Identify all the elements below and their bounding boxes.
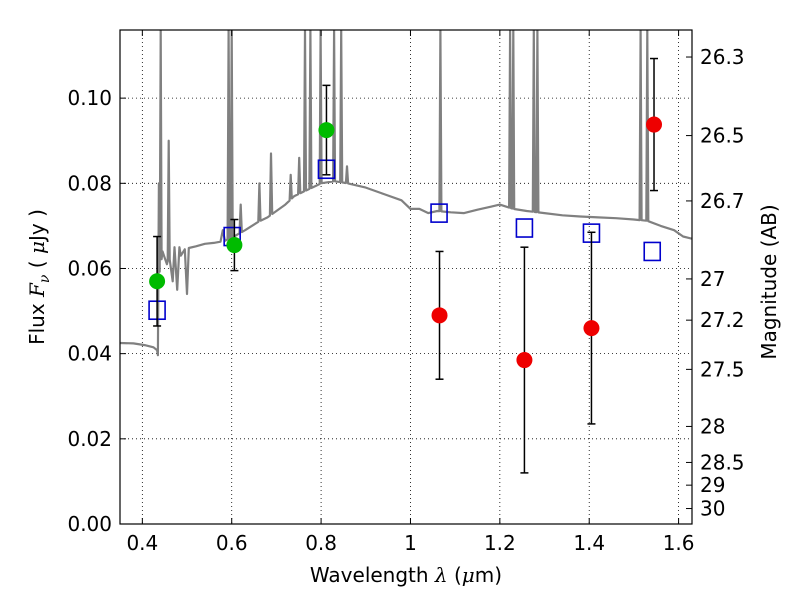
right-tick-label: 29 bbox=[700, 473, 725, 497]
right-axis-title: Magnitude (AB) bbox=[757, 204, 781, 359]
x-tick-label: 1.6 bbox=[663, 531, 695, 555]
green-photometry-point bbox=[318, 122, 335, 139]
red-photometry-point bbox=[646, 116, 663, 133]
spectrum-line bbox=[120, 30, 692, 357]
ticks-layer: 0.4 0.6 0.8 1 1.2 1.4 1.6 0.00 0.02 0.04 0.06 0.08 0… bbox=[67, 30, 745, 555]
y-tick-label: 0.04 bbox=[67, 342, 112, 366]
green-photometry-point bbox=[149, 273, 166, 290]
plot-background bbox=[120, 30, 692, 524]
x-tick-label: 1.4 bbox=[573, 531, 605, 555]
red-photometry-point bbox=[431, 307, 448, 324]
red-photometry-point bbox=[516, 352, 533, 369]
right-tick-label: 27.2 bbox=[700, 308, 745, 332]
right-tick-label: 26.5 bbox=[700, 124, 745, 148]
model-square-point bbox=[643, 241, 662, 262]
markers-layer bbox=[148, 57, 663, 474]
data-layer bbox=[120, 30, 692, 357]
x-tick-label: 1 bbox=[404, 531, 417, 555]
y-tick-label: 0.02 bbox=[67, 427, 112, 451]
right-tick-label: 30 bbox=[700, 497, 725, 521]
x-tick-label: 1.2 bbox=[484, 531, 516, 555]
y-tick-label: 0.10 bbox=[67, 86, 112, 110]
y-tick-label: 0.06 bbox=[67, 256, 112, 280]
y-tick-label: 0.00 bbox=[67, 512, 112, 536]
x-tick-label: 0.8 bbox=[305, 531, 337, 555]
right-tick-label: 26.3 bbox=[700, 45, 745, 69]
x-tick-label: 0.4 bbox=[126, 531, 158, 555]
y-axis-title: Flux Fν ( μJy ) bbox=[25, 209, 53, 345]
right-tick-label: 27.5 bbox=[700, 357, 745, 381]
right-tick-label: 26.7 bbox=[700, 189, 745, 213]
model-square-point bbox=[430, 203, 448, 223]
right-tick-label: 27 bbox=[700, 267, 725, 291]
right-tick-label: 28 bbox=[700, 414, 725, 438]
x-tick-label: 0.6 bbox=[216, 531, 248, 555]
x-axis-title: Wavelength λ (μm) bbox=[310, 563, 502, 587]
model-square-point bbox=[515, 218, 534, 238]
plot-frame bbox=[119, 29, 693, 525]
red-photometry-point bbox=[583, 320, 600, 337]
right-tick-label: 28.5 bbox=[700, 450, 745, 474]
y-tick-label: 0.08 bbox=[67, 171, 112, 195]
green-photometry-point bbox=[226, 237, 243, 254]
